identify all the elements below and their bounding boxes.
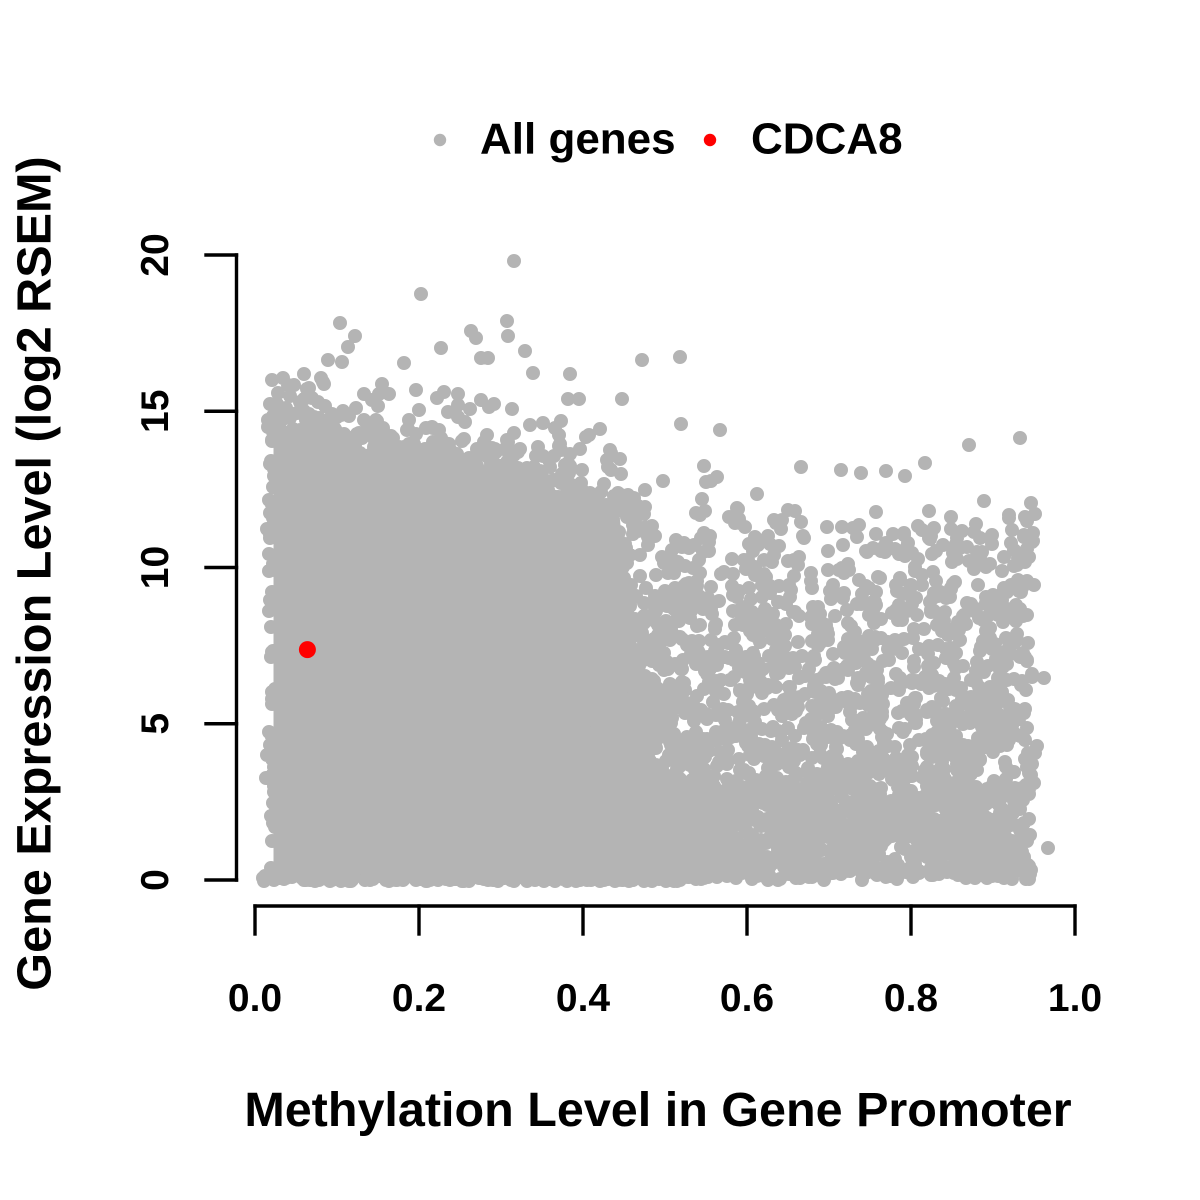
svg-text:0: 0 — [134, 869, 177, 891]
svg-text:0.8: 0.8 — [884, 977, 938, 1020]
svg-text:15: 15 — [134, 390, 177, 433]
svg-text:CDCA8: CDCA8 — [751, 115, 903, 164]
svg-text:0.0: 0.0 — [228, 977, 282, 1020]
svg-text:0.6: 0.6 — [720, 977, 774, 1020]
svg-text:0.2: 0.2 — [392, 977, 446, 1020]
svg-text:10: 10 — [134, 546, 177, 589]
svg-text:1.0: 1.0 — [1048, 977, 1102, 1020]
svg-text:20: 20 — [134, 233, 177, 276]
svg-text:All genes: All genes — [480, 115, 676, 164]
svg-text:Methylation Level in Gene Prom: Methylation Level in Gene Promoter — [244, 1083, 1071, 1137]
svg-text:0.4: 0.4 — [556, 977, 611, 1020]
svg-text:5: 5 — [134, 713, 177, 735]
svg-text:Gene Expression Level (log2 RS: Gene Expression Level (log2 RSEM) — [7, 156, 61, 990]
